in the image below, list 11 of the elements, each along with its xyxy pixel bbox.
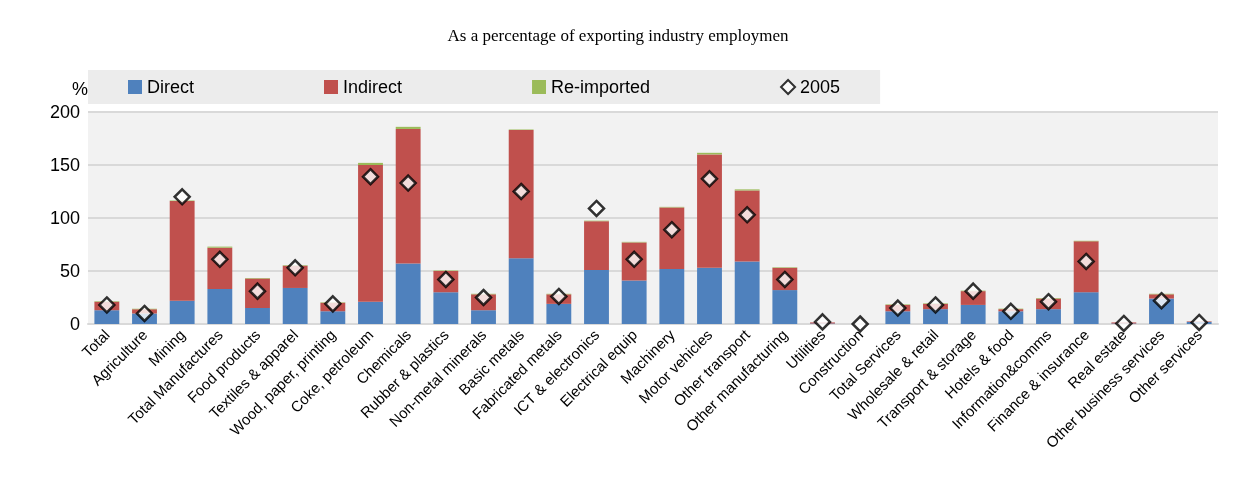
y-tick-label: 50 xyxy=(59,261,80,281)
y-tick-label: 150 xyxy=(49,155,80,175)
legend-label: 2005 xyxy=(800,77,841,97)
legend-label: Re-imported xyxy=(551,77,651,97)
y-tick-label: 0 xyxy=(69,314,80,334)
y-tick-label: 100 xyxy=(49,208,80,228)
legend-label: Direct xyxy=(147,77,195,97)
chart-title: As a percentage of exporting industry employmen xyxy=(447,26,789,45)
y-axis-title: % xyxy=(71,79,88,99)
legend-label: Indirect xyxy=(343,77,403,97)
y-tick-label: 200 xyxy=(49,102,80,122)
